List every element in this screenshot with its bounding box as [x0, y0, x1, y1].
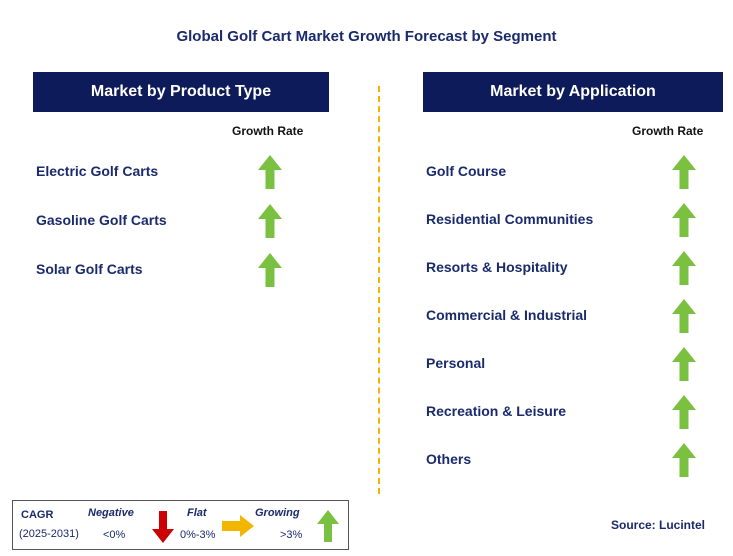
growth-arrow-up-icon: [672, 155, 696, 189]
growth-arrow-up-icon: [672, 251, 696, 285]
growth-arrow-up-icon: [672, 395, 696, 429]
chart-title: Global Golf Cart Market Growth Forecast …: [176, 28, 557, 45]
growth-arrow-up-icon: [672, 299, 696, 333]
growth-arrow-up-icon: [258, 155, 282, 189]
legend-period: (2025-2031): [19, 528, 79, 540]
application-row-label: Residential Communities: [426, 211, 594, 227]
source-note: Source: Lucintel: [611, 518, 706, 532]
arrow-right-icon: [222, 515, 254, 537]
application-growth-rate-label: Growth Rate: [632, 124, 704, 138]
application-row-label: Golf Course: [426, 163, 507, 179]
product-row-label: Gasoline Golf Carts: [36, 212, 167, 228]
cagr-legend: CAGR (2025-2031) Negative <0% Flat 0%-3%…: [12, 500, 349, 550]
growth-arrow-up-icon: [258, 204, 282, 238]
application-row-label: Commercial & Industrial: [426, 307, 588, 323]
arrow-up-icon: [317, 510, 339, 542]
growth-arrow-up-icon: [672, 443, 696, 477]
legend-negative-label: Negative: [88, 507, 134, 519]
panel-divider: [378, 86, 380, 494]
growth-arrow-up-icon: [672, 203, 696, 237]
legend-cagr-label: CAGR: [21, 509, 54, 521]
product-growth-rate-label: Growth Rate: [232, 124, 304, 138]
growth-arrow-up-icon: [258, 253, 282, 287]
application-row-label: Recreation & Leisure: [426, 403, 567, 419]
product-row-label: Electric Golf Carts: [36, 163, 159, 179]
legend-flat-range: 0%-3%: [180, 529, 216, 541]
application-header: Market by Application: [423, 72, 723, 112]
product-row-label: Solar Golf Carts: [36, 261, 143, 277]
legend-growing-label: Growing: [255, 507, 300, 519]
application-row-label: Personal: [426, 355, 486, 371]
growth-arrow-up-icon: [672, 347, 696, 381]
legend-growing-range: >3%: [280, 529, 303, 541]
application-row-label: Others: [426, 451, 472, 467]
legend-negative-range: <0%: [103, 529, 126, 541]
product-type-header: Market by Product Type: [33, 72, 329, 112]
arrow-down-icon: [152, 511, 174, 543]
legend-flat-label: Flat: [187, 507, 207, 519]
application-row-label: Resorts & Hospitality: [426, 259, 568, 275]
